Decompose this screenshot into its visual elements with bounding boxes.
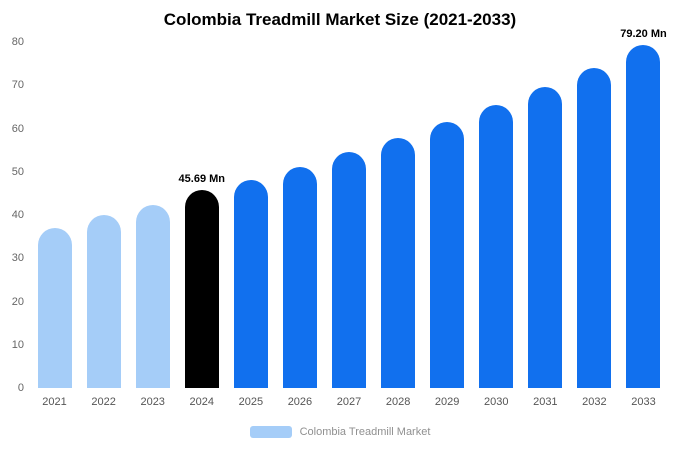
y-tick-label: 20 xyxy=(11,295,24,308)
x-tick-label: 2029 xyxy=(434,396,460,408)
y-tick-label: 70 xyxy=(11,79,24,92)
bars-container: 45.69 Mn 79.20 Mn xyxy=(30,28,668,388)
y-tick-label: 60 xyxy=(11,122,24,135)
bar-2033 xyxy=(626,45,661,388)
bar-2032 xyxy=(577,67,612,388)
bar-2029 xyxy=(430,122,465,388)
y-tick-label: 50 xyxy=(11,165,24,178)
legend: Colombia Treadmill Market xyxy=(0,426,680,438)
bar-2024 xyxy=(184,190,219,388)
x-tick-label: 2025 xyxy=(238,396,264,408)
y-tick-label: 40 xyxy=(11,209,24,221)
legend-swatch xyxy=(249,426,292,438)
bar-2025 xyxy=(233,180,268,388)
y-tick-label: 10 xyxy=(11,338,24,351)
bar-column xyxy=(30,42,79,388)
y-tick-label: 0 xyxy=(17,382,24,394)
bar-column xyxy=(226,42,275,388)
x-tick-label: 2026 xyxy=(287,396,313,408)
x-tick-label: 2027 xyxy=(336,396,362,408)
bar-column: 79.20 Mn xyxy=(619,28,668,388)
bar-2023 xyxy=(135,204,170,388)
legend-label: Colombia Treadmill Market xyxy=(299,426,431,438)
bar-2031 xyxy=(528,86,563,388)
bar-column xyxy=(423,42,472,388)
x-tick-label: 2021 xyxy=(42,396,67,408)
y-tick-label: 80 xyxy=(11,36,24,48)
bar-column xyxy=(521,42,570,388)
x-tick-label: 2023 xyxy=(140,396,165,408)
y-axis: 0 10 20 30 40 50 60 70 80 xyxy=(0,36,26,394)
x-tick-label: 2033 xyxy=(631,396,656,408)
x-tick-label: 2032 xyxy=(582,396,607,408)
plot-area: 45.69 Mn 79.20 Mn xyxy=(30,28,668,388)
bar-value-label: 45.69 Mn xyxy=(178,173,225,186)
bar-column xyxy=(570,42,619,388)
bar-column: 45.69 Mn xyxy=(177,42,226,388)
x-tick-label: 2022 xyxy=(91,396,116,408)
bar-2022 xyxy=(86,215,121,388)
bar-column xyxy=(79,42,128,388)
chart-title: Colombia Treadmill Market Size (2021-203… xyxy=(163,10,517,29)
x-tick-label: 2030 xyxy=(484,396,509,408)
bar-2028 xyxy=(381,138,416,388)
x-axis: 2021 2022 2023 2024 2025 2026 2027 2028 2029 2030… xyxy=(30,396,668,408)
bar-column xyxy=(374,42,423,388)
bar-column xyxy=(472,42,521,388)
x-tick-label: 2031 xyxy=(533,396,558,408)
x-tick-label: 2028 xyxy=(385,396,411,408)
bar-2027 xyxy=(332,152,366,388)
bar-column xyxy=(275,42,324,388)
bar-column xyxy=(128,42,177,388)
bar-column xyxy=(324,42,373,388)
y-tick-label: 30 xyxy=(11,252,24,265)
x-tick-label: 2024 xyxy=(189,396,215,408)
bar-value-label: 79.20 Mn xyxy=(620,28,667,41)
bar-2021 xyxy=(37,227,72,388)
bar-2030 xyxy=(479,104,514,388)
bar-2026 xyxy=(282,167,317,388)
